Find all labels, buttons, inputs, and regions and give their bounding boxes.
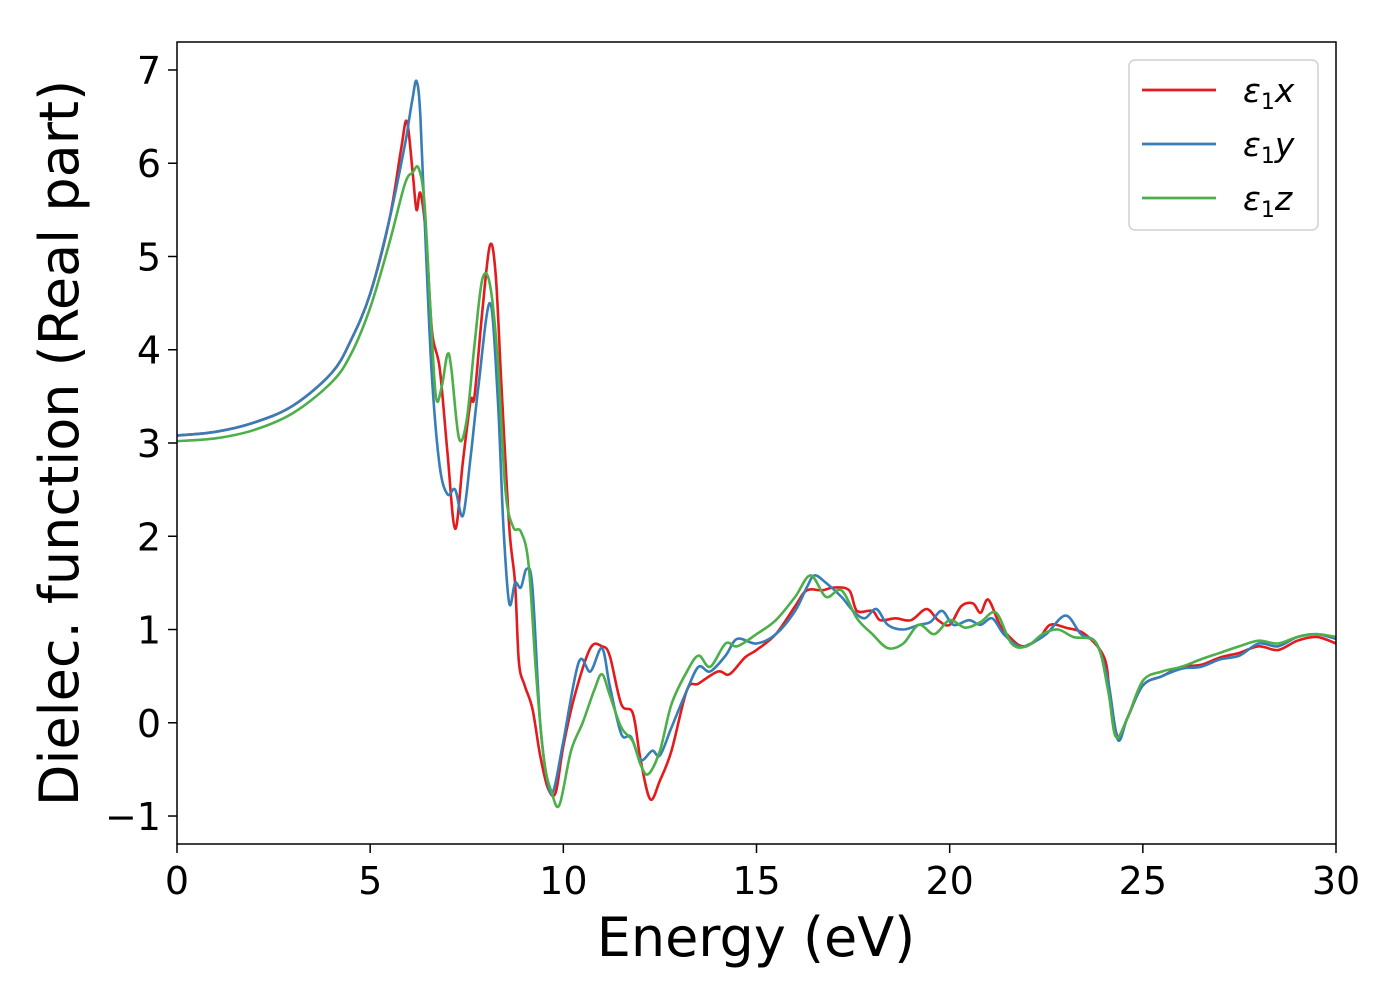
legend-label-y: ε1y [1243,125,1295,169]
legend-component: x [1274,71,1295,110]
legend-component: y [1274,125,1295,164]
series-line-y [177,79,1336,796]
y-tick-label: 1 [137,609,161,653]
legend-subscript: 1 [1261,144,1275,169]
y-axis: −1 0 1 2 3 4 5 6 7 [105,49,177,839]
y-tick-label: 5 [137,235,161,279]
x-tick-label: 15 [732,859,780,903]
series-line-x [177,119,1336,802]
y-tick-label: −1 [105,795,161,839]
legend-subscript: 1 [1261,198,1275,223]
legend-label-x: ε1x [1243,71,1295,115]
x-tick-label: 10 [539,859,587,903]
plot-area [177,79,1336,809]
legend-symbol: ε [1243,179,1261,218]
legend-subscript: 1 [1261,90,1275,115]
x-tick-label: 25 [1119,859,1167,903]
x-axis-label: Energy (eV) [597,906,916,969]
x-tick-label: 5 [358,859,382,903]
x-tick-label: 20 [925,859,973,903]
x-axis: 0 5 10 15 20 25 30 [165,844,1360,903]
legend-component: z [1274,179,1293,218]
y-tick-label: 4 [137,329,161,373]
legend-symbol: ε [1243,71,1261,110]
legend-box [1128,59,1319,231]
y-tick-label: 7 [137,49,161,93]
series-line-z [177,164,1336,809]
legend-label-z: ε1z [1243,179,1293,223]
x-tick-label: 0 [165,859,189,903]
y-tick-label: 2 [137,515,161,559]
y-axis-label: Dielec. function (Real part) [28,80,91,806]
x-tick-label: 30 [1312,859,1360,903]
y-tick-label: 3 [137,422,161,466]
legend-symbol: ε [1243,125,1261,164]
y-tick-label: 6 [137,142,161,186]
y-tick-label: 0 [137,702,161,746]
